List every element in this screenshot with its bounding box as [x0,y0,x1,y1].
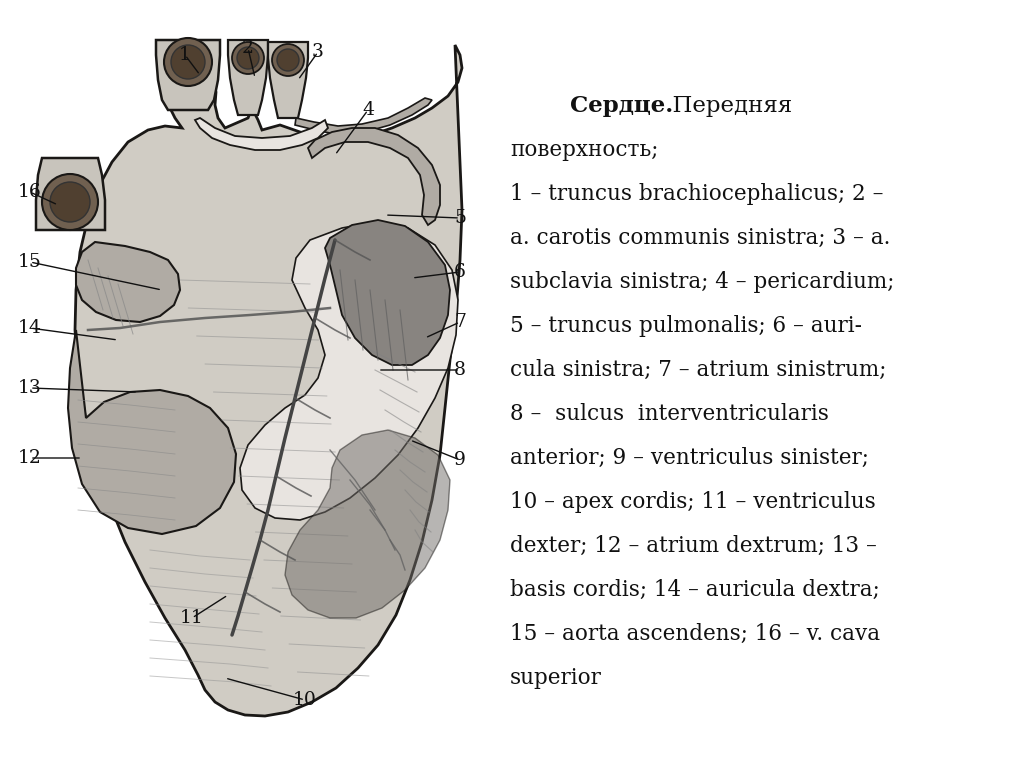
Circle shape [232,42,264,74]
Text: 1: 1 [179,46,190,64]
Text: Передняя: Передняя [658,95,793,117]
Polygon shape [308,128,440,225]
Text: 2: 2 [242,39,254,57]
Text: 4: 4 [362,101,374,119]
Text: 12: 12 [18,449,42,467]
Polygon shape [76,242,180,322]
Text: 5: 5 [454,209,466,227]
Text: 8 –  sulcus  interventricularis: 8 – sulcus interventricularis [510,403,828,425]
Polygon shape [75,45,462,716]
Polygon shape [268,42,308,118]
Text: 15: 15 [18,253,42,271]
Polygon shape [325,220,450,365]
Text: 7: 7 [454,313,466,331]
Text: subclavia sinistra; 4 – pericardium;: subclavia sinistra; 4 – pericardium; [510,271,894,293]
Polygon shape [228,40,268,115]
Polygon shape [240,222,458,520]
Text: basis cordis; 14 – auricula dextra;: basis cordis; 14 – auricula dextra; [510,579,880,601]
Text: Сердце.: Сердце. [570,95,673,117]
Text: поверхность;: поверхность; [510,139,658,161]
Text: 5 – truncus pulmonalis; 6 – auri-: 5 – truncus pulmonalis; 6 – auri- [510,315,862,337]
Polygon shape [195,118,328,150]
Text: a. carotis communis sinistra; 3 – a.: a. carotis communis sinistra; 3 – a. [510,227,891,249]
Text: 1 – truncus brachiocephalicus; 2 –: 1 – truncus brachiocephalicus; 2 – [510,183,884,205]
Polygon shape [36,158,105,230]
Text: 10: 10 [293,691,317,709]
Circle shape [50,182,90,222]
Polygon shape [295,98,432,135]
Text: superior: superior [510,667,602,689]
Text: 15 – aorta ascendens; 16 – v. cava: 15 – aorta ascendens; 16 – v. cava [510,623,880,645]
Text: 10 – apex cordis; 11 – ventriculus: 10 – apex cordis; 11 – ventriculus [510,491,876,513]
Polygon shape [68,330,236,534]
Text: 16: 16 [18,183,42,201]
Circle shape [164,38,212,86]
Text: 9: 9 [454,451,466,469]
Text: cula sinistra; 7 – atrium sinistrum;: cula sinistra; 7 – atrium sinistrum; [510,359,887,381]
Circle shape [237,47,259,69]
Text: anterior; 9 – ventriculus sinister;: anterior; 9 – ventriculus sinister; [510,447,869,469]
Circle shape [42,174,98,230]
Text: 11: 11 [180,609,204,627]
Text: 3: 3 [312,43,324,61]
Text: 8: 8 [454,361,466,379]
Circle shape [278,49,299,71]
Polygon shape [156,40,220,110]
Text: dexter; 12 – atrium dextrum; 13 –: dexter; 12 – atrium dextrum; 13 – [510,535,877,557]
Text: 6: 6 [454,263,466,281]
Text: 13: 13 [18,379,42,397]
Polygon shape [285,430,450,618]
Circle shape [272,44,304,76]
Circle shape [171,45,205,79]
Text: 14: 14 [18,319,42,337]
